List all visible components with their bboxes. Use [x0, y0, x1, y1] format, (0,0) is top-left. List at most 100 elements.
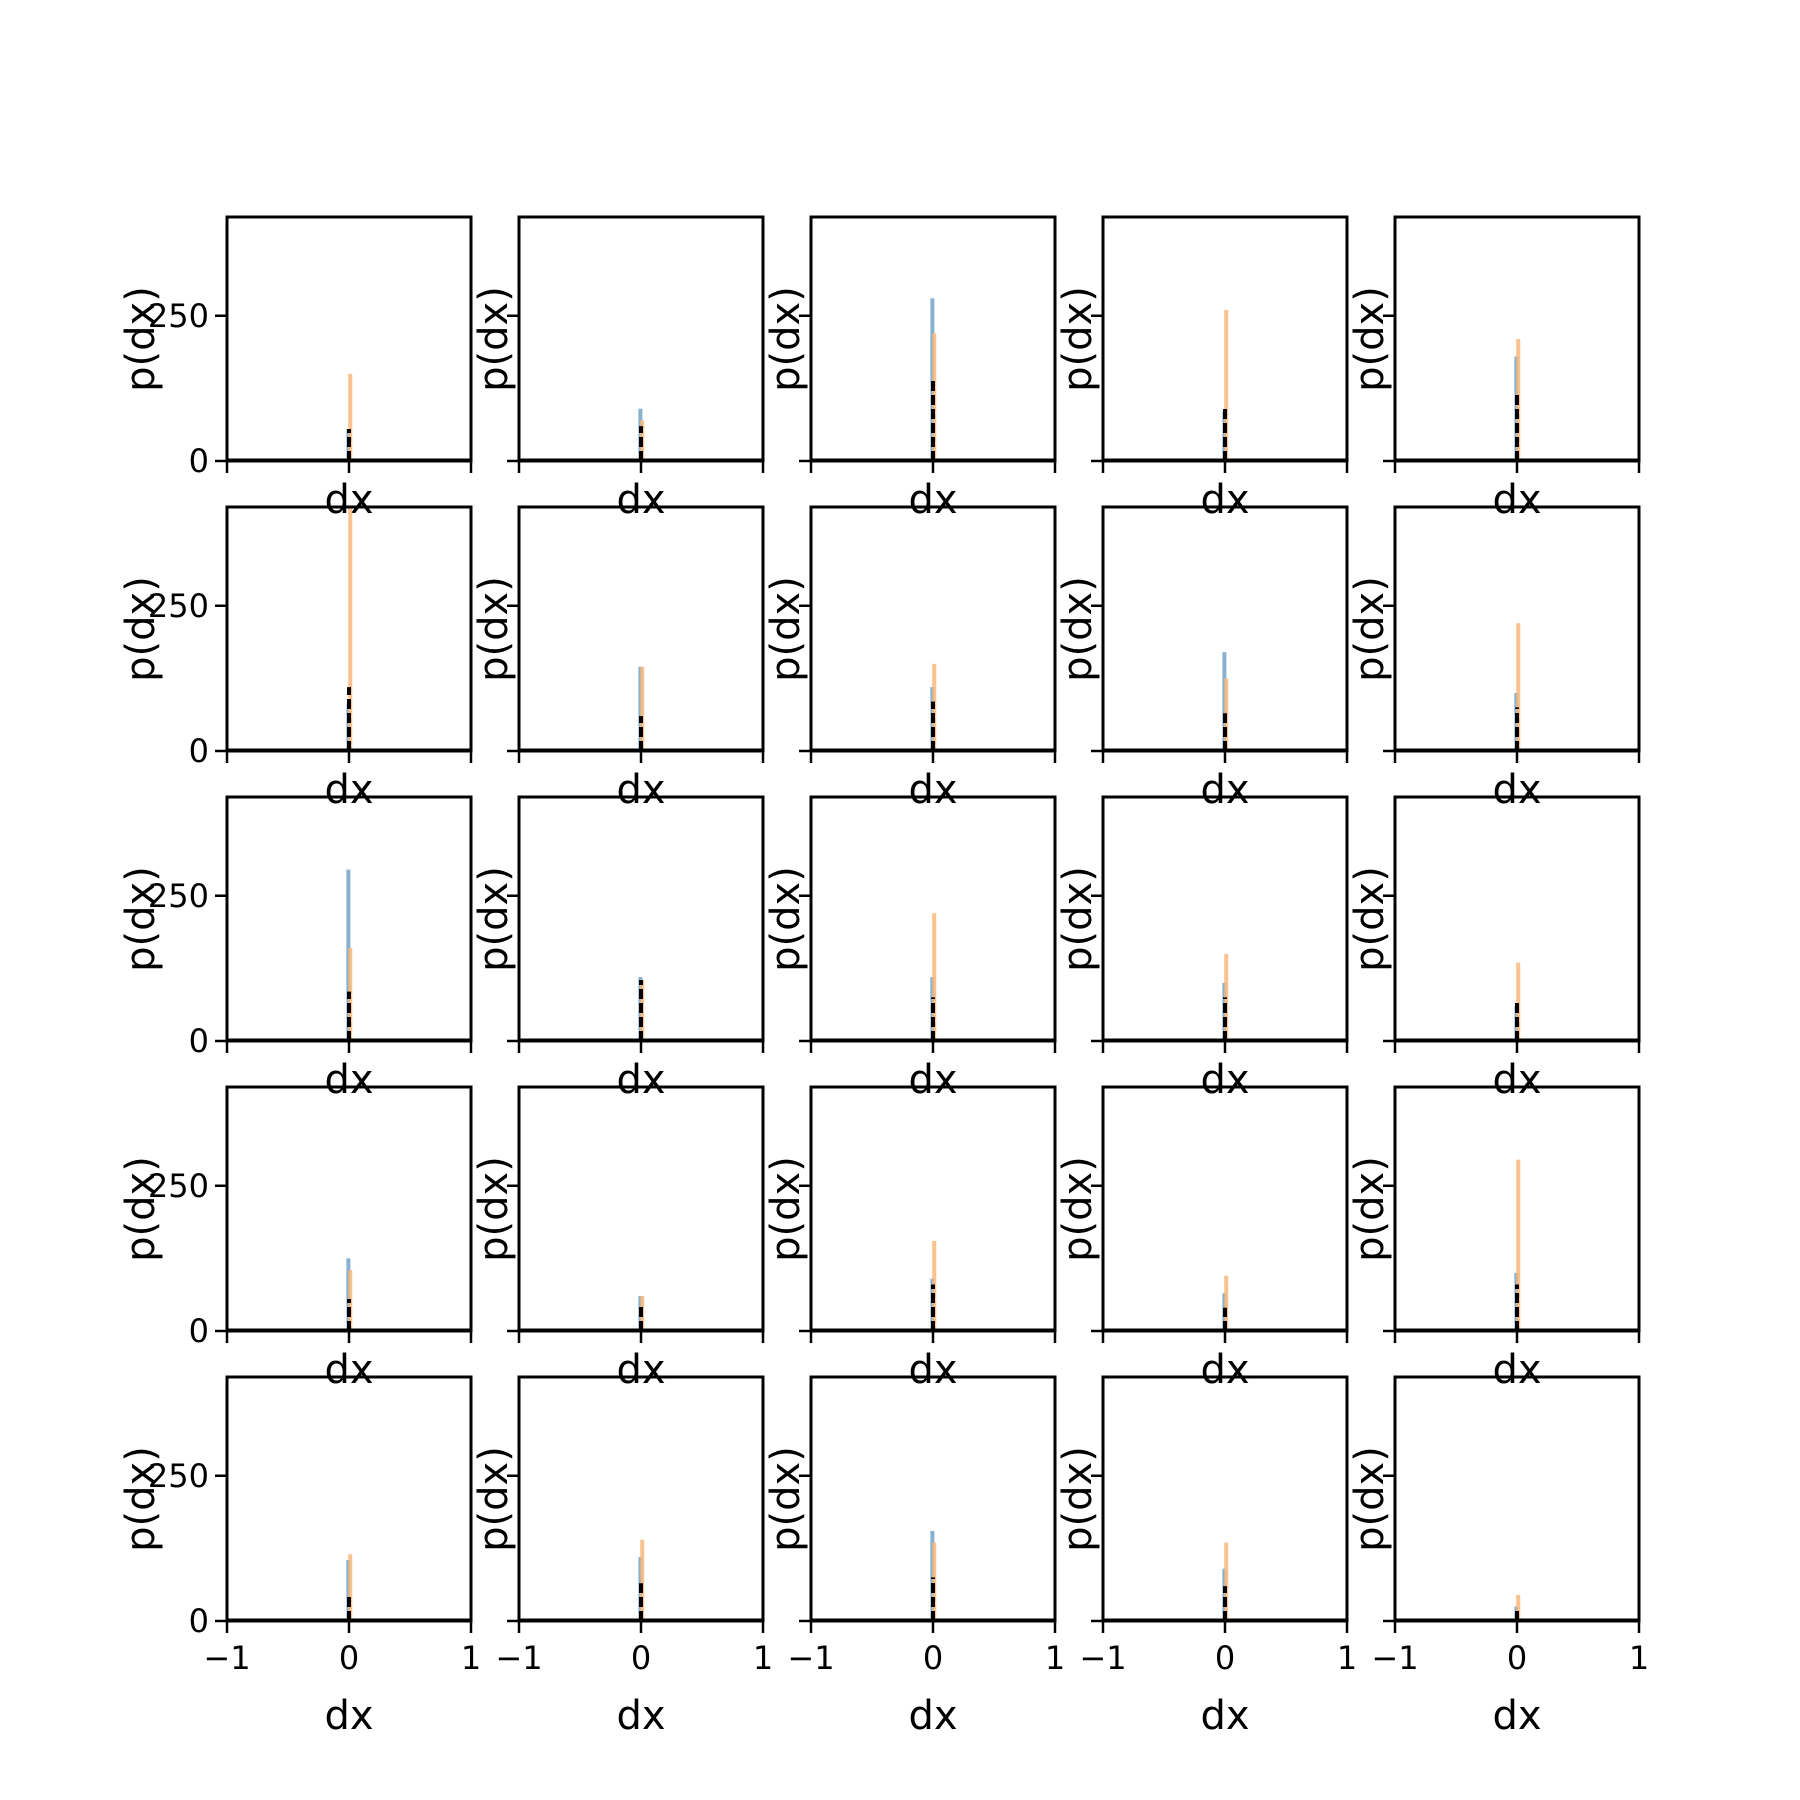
x-axis-label: dx [908, 767, 957, 813]
y-axis-label: p(dx) [118, 866, 164, 972]
y-axis-label: p(dx) [763, 576, 809, 682]
y-axis-label: p(dx) [1347, 576, 1393, 682]
y-axis-label: p(dx) [1347, 1156, 1393, 1262]
x-axis-label: dx [908, 1347, 957, 1393]
y-axis-label: p(dx) [118, 576, 164, 682]
hist-bar-orange [640, 1539, 645, 1621]
y-axis-label: p(dx) [471, 866, 517, 972]
subplot-5-5: −1 0 1 dx p(dx) [1347, 1375, 1649, 1739]
hist-bar-orange [932, 913, 937, 1041]
hist-bar-orange [1224, 1542, 1229, 1621]
y-axis-label: p(dx) [471, 576, 517, 682]
subplot-1-4: dx p(dx) [1055, 215, 1349, 523]
x-axis-label: dx [324, 767, 373, 813]
x-tick-label: −1 [1371, 1639, 1418, 1677]
y-axis-label: p(dx) [1055, 1446, 1101, 1552]
subplot-5-3: −1 0 1 dx p(dx) [763, 1375, 1065, 1739]
hist-bar-orange [1224, 309, 1229, 461]
y-axis-label: p(dx) [1347, 286, 1393, 392]
x-axis-label: dx [324, 1347, 373, 1393]
subplot-2-2: dx p(dx) [471, 505, 765, 813]
hist-bar-orange [1516, 623, 1521, 751]
y-tick-label: 250 [148, 587, 209, 625]
y-axis-label: p(dx) [118, 1446, 164, 1552]
x-tick-label: 1 [753, 1639, 773, 1677]
subplot-3-5: dx p(dx) [1347, 795, 1641, 1103]
subplot-3-3: dx p(dx) [763, 795, 1057, 1103]
hist-bar-orange [640, 666, 645, 751]
x-tick-label: −1 [1079, 1639, 1126, 1677]
x-axis-label: dx [1200, 1057, 1249, 1103]
y-tick-label: 0 [189, 1312, 209, 1350]
subplot-2-1: 0 250 dx p(dx) [118, 505, 473, 813]
subplot-2-3: dx p(dx) [763, 505, 1057, 813]
x-axis-label: dx [616, 477, 665, 523]
subplot-4-2: dx p(dx) [471, 1085, 765, 1393]
x-axis-label: dx [1200, 1693, 1249, 1739]
y-axis-label: p(dx) [118, 1156, 164, 1262]
subplot-1-2: dx p(dx) [471, 215, 765, 523]
y-tick-label: 0 [189, 1022, 209, 1060]
y-axis-label: p(dx) [1347, 866, 1393, 972]
y-axis-label: p(dx) [1055, 286, 1101, 392]
hist-bar-orange [348, 1554, 353, 1621]
y-tick-label: 250 [148, 877, 209, 915]
x-tick-label: 0 [1507, 1639, 1527, 1677]
x-axis-label: dx [1492, 1693, 1541, 1739]
y-axis-label: p(dx) [763, 1156, 809, 1262]
y-axis-label: p(dx) [763, 1446, 809, 1552]
x-axis-label: dx [616, 1693, 665, 1739]
y-axis-label: p(dx) [118, 286, 164, 392]
subplot-5-2: −1 0 1 dx p(dx) [471, 1375, 773, 1739]
hist-bar-orange [1516, 1159, 1521, 1331]
subplot-5-4: −1 0 1 dx p(dx) [1055, 1375, 1357, 1739]
x-tick-label: −1 [203, 1639, 250, 1677]
x-axis-label: dx [1492, 1347, 1541, 1393]
y-tick-label: 250 [148, 1167, 209, 1205]
hist-bar-orange [1516, 962, 1521, 1041]
x-tick-label: 1 [1337, 1639, 1357, 1677]
hist-bar-orange [348, 507, 353, 751]
x-tick-label: 0 [339, 1639, 359, 1677]
x-tick-label: 0 [923, 1639, 943, 1677]
x-axis-label: dx [616, 1057, 665, 1103]
subplot-3-4: dx p(dx) [1055, 795, 1349, 1103]
panels-layer: 0250dxp(dx)dxp(dx)dxp(dx)dxp(dx)dxp(dx)0… [118, 215, 1649, 1739]
x-tick-label: 1 [1629, 1639, 1649, 1677]
x-axis-label: dx [324, 1693, 373, 1739]
x-axis-label: dx [908, 477, 957, 523]
subplot-1-5: dx p(dx) [1347, 215, 1641, 523]
subplot-4-1: 0 250 dx p(dx) [118, 1085, 473, 1393]
y-axis-label: p(dx) [763, 866, 809, 972]
x-axis-label: dx [616, 1347, 665, 1393]
y-axis-label: p(dx) [763, 286, 809, 392]
hist-bar-orange [348, 373, 353, 461]
x-tick-label: 0 [631, 1639, 651, 1677]
y-axis-label: p(dx) [1347, 1446, 1393, 1552]
y-axis-label: p(dx) [1055, 1156, 1101, 1262]
y-axis-label: p(dx) [471, 286, 517, 392]
x-tick-label: 1 [1045, 1639, 1065, 1677]
subplot-3-1: 0 250 dx p(dx) [118, 795, 473, 1103]
x-axis-label: dx [1492, 477, 1541, 523]
y-tick-label: 0 [189, 442, 209, 480]
x-tick-label: 0 [1215, 1639, 1235, 1677]
x-axis-label: dx [616, 767, 665, 813]
y-axis-label: p(dx) [471, 1446, 517, 1552]
y-tick-label: 250 [148, 1457, 209, 1495]
x-tick-label: −1 [787, 1639, 834, 1677]
y-axis-label: p(dx) [471, 1156, 517, 1262]
x-axis-label: dx [908, 1057, 957, 1103]
x-axis-label: dx [1200, 1347, 1249, 1393]
hist-bar-orange [1516, 1594, 1521, 1621]
y-tick-label: 0 [189, 1602, 209, 1640]
y-tick-label: 250 [148, 297, 209, 335]
y-axis-label: p(dx) [1055, 576, 1101, 682]
subplot-4-3: dx p(dx) [763, 1085, 1057, 1393]
x-axis-label: dx [1200, 767, 1249, 813]
y-tick-label: 0 [189, 732, 209, 770]
subplot-3-2: dx p(dx) [471, 795, 765, 1103]
